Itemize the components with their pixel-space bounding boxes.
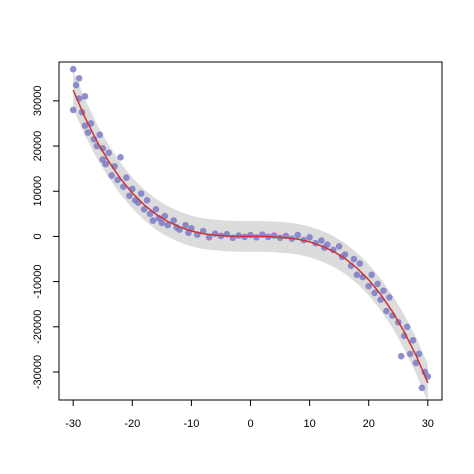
y-tick-label: -20000 — [32, 310, 44, 344]
data-point — [294, 231, 302, 239]
data-point — [84, 129, 92, 136]
data-point — [182, 221, 189, 229]
data-point — [409, 337, 417, 344]
data-point — [158, 219, 166, 227]
x-tick-label: 0 — [247, 418, 253, 430]
x-tick-label: -30 — [65, 418, 81, 430]
data-point — [324, 241, 331, 248]
data-point — [318, 237, 325, 244]
data-point — [205, 234, 213, 241]
data-point — [108, 172, 115, 179]
data-point — [374, 280, 381, 288]
data-point — [380, 287, 387, 294]
data-point — [146, 210, 154, 218]
data-point — [412, 359, 420, 367]
data-point — [386, 294, 393, 301]
data-point — [397, 352, 405, 360]
data-point — [270, 232, 278, 239]
data-point — [418, 384, 426, 392]
x-tick-label: 10 — [303, 418, 315, 430]
data-point — [114, 176, 121, 184]
x-tick-label: 30 — [422, 418, 434, 430]
data-point — [335, 243, 343, 250]
data-point — [170, 217, 177, 224]
data-point — [123, 174, 130, 181]
data-point — [69, 106, 77, 114]
data-point — [152, 206, 160, 213]
data-point — [102, 160, 109, 168]
y-tick-label: 0 — [32, 233, 44, 239]
data-point — [137, 190, 145, 197]
y-tick-label: 10000 — [32, 176, 44, 207]
data-point — [403, 323, 411, 331]
data-point — [69, 65, 77, 73]
data-point — [164, 221, 172, 229]
data-point — [96, 131, 104, 139]
data-point — [126, 192, 133, 200]
data-point — [81, 122, 89, 130]
data-point — [356, 260, 364, 267]
data-point — [368, 271, 375, 279]
x-tick-label: 20 — [363, 418, 375, 430]
data-point — [75, 74, 83, 82]
fit-line — [72, 89, 429, 384]
data-point — [406, 350, 414, 358]
data-point — [99, 145, 107, 152]
y-tick-label: -10000 — [32, 264, 44, 298]
data-point — [72, 81, 80, 89]
data-point — [81, 93, 89, 100]
data-point — [306, 234, 313, 241]
data-point — [211, 230, 219, 238]
data-point — [117, 154, 124, 161]
y-tick-label: -30000 — [32, 355, 44, 389]
data-point — [105, 149, 112, 157]
data-point — [143, 196, 151, 204]
data-point — [350, 255, 358, 263]
data-point — [353, 271, 361, 279]
data-point — [140, 206, 148, 213]
y-tick-label: 20000 — [32, 131, 44, 162]
data-point — [253, 234, 260, 241]
data-point — [371, 289, 378, 297]
data-point — [161, 212, 169, 220]
data-point — [383, 307, 390, 315]
data-point — [377, 296, 384, 303]
x-tick-label: -20 — [124, 418, 140, 430]
data-point — [415, 350, 423, 358]
data-point — [247, 231, 254, 239]
data-point — [365, 282, 373, 290]
data-point — [149, 217, 157, 224]
data-point — [341, 251, 349, 258]
data-point — [235, 232, 242, 239]
x-tick-label: -10 — [183, 418, 199, 430]
y-tick-label: 30000 — [32, 86, 44, 117]
